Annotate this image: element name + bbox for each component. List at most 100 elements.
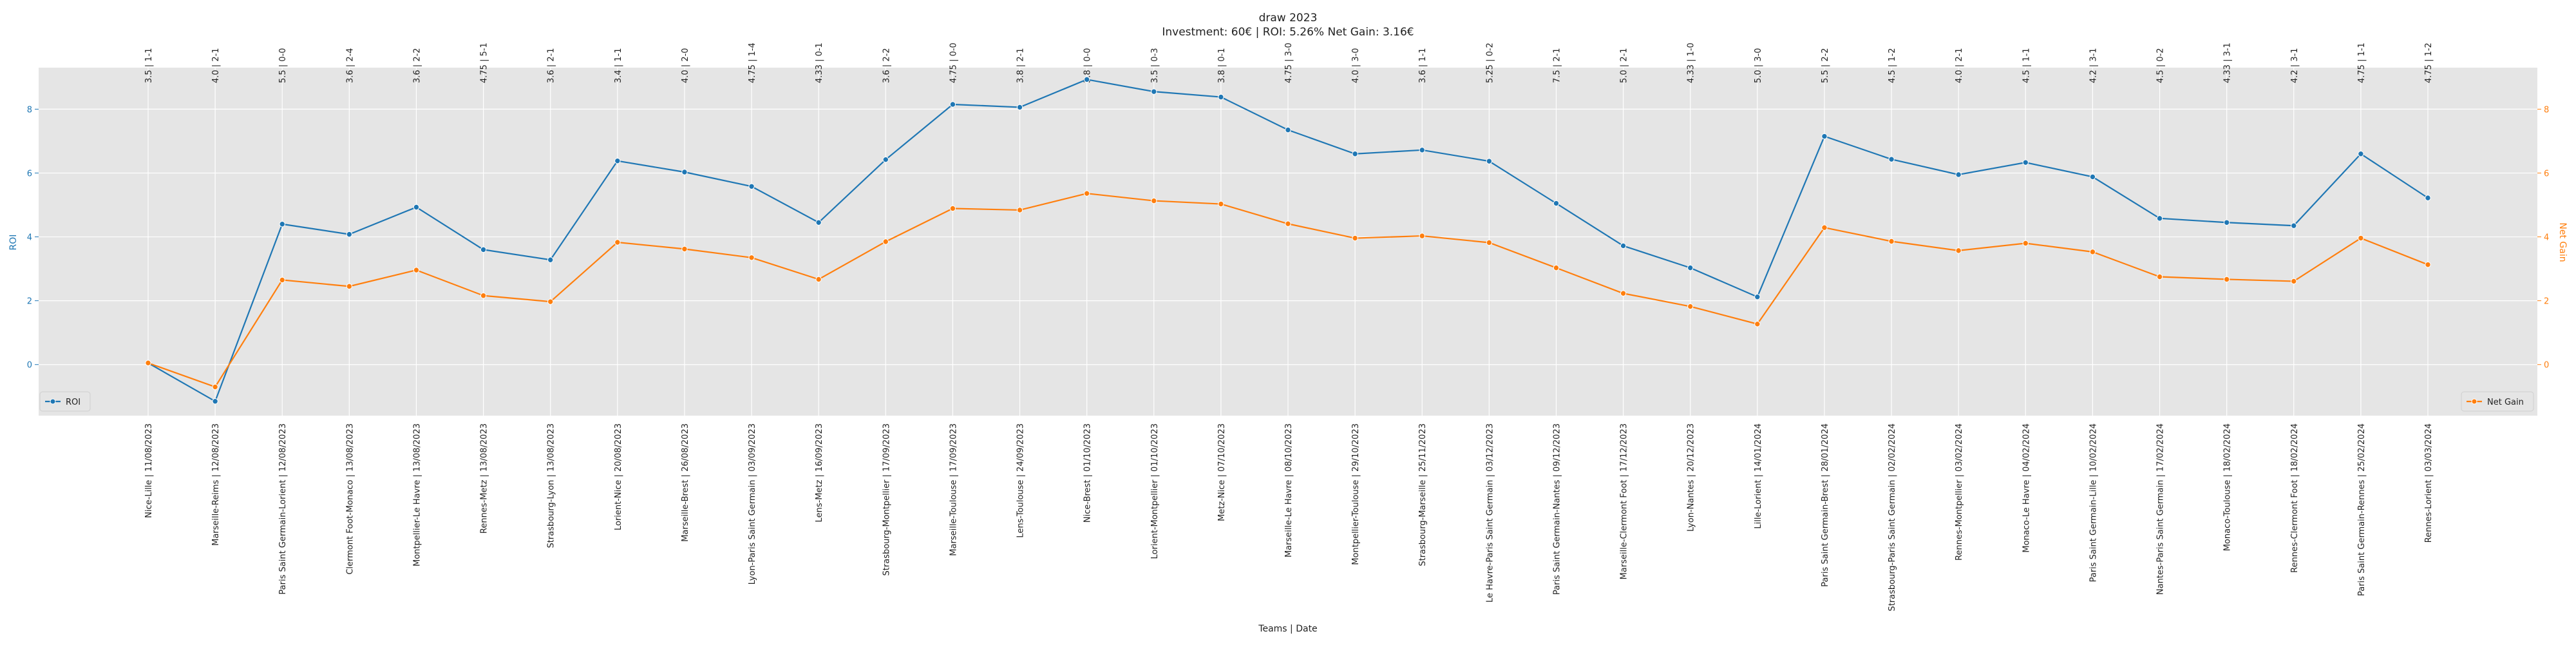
top-tick-label: 3.8 | 0-1 (1217, 48, 1227, 83)
x-tick-label: Rennes-Lorient | 03/03/2024 (2424, 423, 2434, 543)
legend-label-net-gain: Net Gain (2487, 398, 2524, 407)
top-tick-label: 5.25 | 0-2 (1485, 43, 1495, 83)
y-tick-label-right: 8 (2544, 105, 2549, 115)
top-tick-label: 4.33 | 3-1 (2223, 43, 2233, 83)
data-point-net-gain (279, 276, 285, 284)
data-point-net-gain (480, 293, 487, 299)
top-tick-label: 3.8 | 2-1 (1016, 48, 1026, 83)
data-point-roi (1821, 133, 1828, 140)
x-tick-label: Lens-Toulouse | 24/09/2023 (1016, 423, 1026, 538)
data-point-net-gain (2223, 276, 2230, 283)
data-point-net-gain (1218, 200, 1224, 208)
y-axis-label-left: ROI (8, 235, 19, 251)
y-tick-label-right: 0 (2544, 361, 2549, 371)
top-tick-label: 4.75 | 1-2 (2424, 43, 2434, 83)
top-tick-label: 5.0 | 2-1 (1620, 48, 1629, 83)
top-tick-label: 3.6 | 2-2 (412, 48, 422, 83)
x-tick-label: Rennes-Montpellier | 03/02/2024 (1955, 423, 1964, 561)
data-point-roi (1754, 294, 1761, 300)
chart-title: draw 2023 (1259, 12, 1318, 24)
legend-label-roi: ROI (66, 398, 80, 407)
x-tick-label: Rennes-Metz | 13/08/2023 (480, 423, 489, 534)
data-point-roi (1687, 264, 1694, 271)
y-tick-label-left: 4 (27, 233, 32, 243)
top-tick-label: 4.33 | 0-1 (815, 43, 824, 83)
data-point-net-gain (949, 205, 956, 212)
data-point-net-gain (2022, 240, 2029, 247)
x-tick-label: Montpellier-Toulouse | 29/10/2023 (1351, 423, 1361, 565)
data-point-roi (279, 221, 285, 227)
y-axis-label-right: Net Gain (2557, 222, 2568, 262)
x-tick-label: Montpellier-Le Havre | 13/08/2023 (412, 423, 422, 566)
top-tick-label: 4.2 | 3-1 (2088, 48, 2098, 83)
data-point-roi (2022, 159, 2029, 166)
data-point-roi (212, 398, 218, 405)
x-tick-label: Marseille-Brest | 26/08/2023 (681, 423, 690, 542)
x-tick-label: Lens-Metz | 16/09/2023 (815, 423, 824, 522)
data-point-roi (2223, 219, 2230, 226)
x-tick-label: Monaco-Le Havre | 04/02/2024 (2022, 423, 2031, 553)
data-point-net-gain (346, 283, 353, 290)
x-tick-label: Lyon-Paris Saint Germain | 03/09/2023 (748, 423, 757, 584)
y-tick-label-right: 6 (2544, 169, 2549, 179)
data-point-net-gain (1016, 207, 1023, 213)
x-tick-label: Paris Saint Germain-Brest | 28/01/2024 (1821, 423, 1830, 587)
x-tick-label: Nice-Lille | 11/08/2023 (144, 423, 154, 518)
data-point-roi (1553, 200, 1560, 207)
data-point-roi (1083, 76, 1090, 83)
data-point-net-gain (1486, 239, 1493, 246)
data-point-roi (2291, 222, 2297, 229)
x-tick-label: Paris Saint Germain-Nantes | 09/12/2023 (1552, 423, 1562, 595)
x-tick-label: Rennes-Clermont Foot | 18/02/2024 (2290, 423, 2300, 573)
data-point-net-gain (1955, 247, 1962, 254)
data-point-roi (2425, 195, 2431, 201)
x-tick-label: Paris Saint Germain-Rennes | 25/02/2024 (2357, 423, 2367, 596)
data-point-net-gain (1620, 290, 1627, 296)
x-axis-label: Teams | Date (1258, 624, 1317, 634)
data-point-net-gain (2358, 235, 2364, 242)
data-point-roi (1016, 104, 1023, 111)
x-tick-label: Paris Saint Germain-Lille | 10/02/2024 (2088, 423, 2098, 582)
top-tick-label: 4.75 | 3-0 (1284, 43, 1294, 83)
x-tick-label: Strasbourg-Paris Saint Germain | 02/02/2… (1888, 423, 1897, 612)
data-point-roi (413, 204, 420, 211)
x-tick-label: Le Havre-Paris Saint Germain | 03/12/202… (1485, 423, 1495, 603)
data-point-roi (480, 246, 487, 253)
data-point-roi (1151, 88, 1157, 95)
top-tick-label: 3.6 | 2-4 (345, 48, 355, 83)
data-point-roi (748, 183, 755, 189)
data-point-net-gain (815, 276, 822, 283)
data-point-net-gain (212, 383, 218, 391)
data-point-net-gain (882, 238, 889, 245)
top-tick-label: 3.5 | 1-1 (144, 48, 154, 83)
top-tick-label: 3.6 | 2-2 (882, 48, 891, 83)
data-point-net-gain (748, 255, 755, 261)
legend-box-left (39, 391, 91, 412)
data-point-roi (681, 169, 688, 175)
x-tick-label: Paris Saint Germain-Lorient | 12/08/2023 (278, 423, 288, 595)
data-point-net-gain (2089, 249, 2096, 255)
data-point-net-gain (1553, 264, 1560, 271)
data-point-roi (1620, 242, 1627, 249)
top-tick-label: 5.0 | 3-0 (1754, 48, 1763, 83)
data-point-net-gain (1285, 220, 1291, 227)
top-tick-label: 3.6 | 1-1 (1418, 48, 1428, 83)
data-point-roi (1419, 147, 1425, 153)
top-tick-label: 3.8 | 0-0 (1083, 48, 1093, 83)
top-tick-label: 7.5 | 2-1 (1552, 48, 1562, 83)
data-point-roi (1955, 171, 1962, 178)
data-point-net-gain (1352, 235, 1358, 242)
x-tick-label: Marseille-Le Havre | 08/10/2023 (1284, 423, 1294, 557)
data-point-roi (2089, 173, 2096, 180)
top-tick-label: 5.5 | 2-2 (1821, 48, 1830, 83)
data-point-net-gain (1888, 238, 1895, 245)
legend-marker-net-gain (2471, 398, 2477, 405)
y-tick-label-right: 2 (2544, 297, 2549, 307)
y-tick-label-left: 8 (27, 105, 32, 115)
data-point-roi (949, 101, 956, 108)
data-point-net-gain (2425, 261, 2431, 268)
data-point-roi (614, 157, 621, 164)
top-tick-label: 4.0 | 2-1 (1955, 48, 1964, 83)
top-tick-label: 4.75 | 1-4 (748, 43, 757, 83)
